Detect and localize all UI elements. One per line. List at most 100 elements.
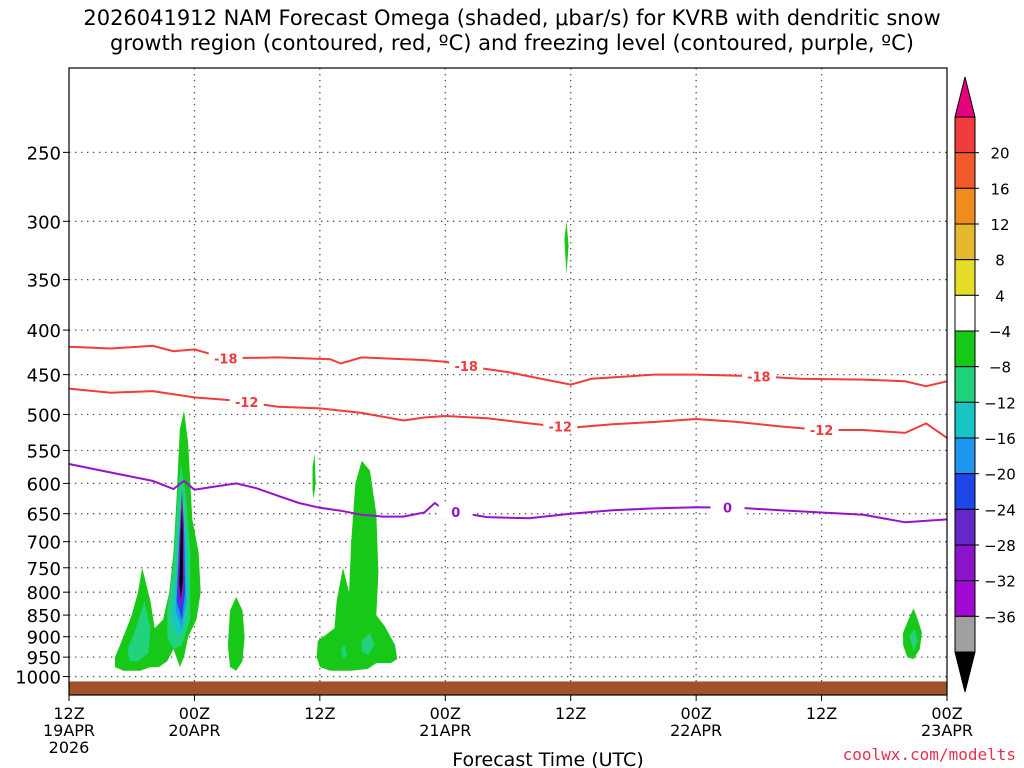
credit-text: coolwx.com/modelts [842,745,1016,764]
colorbar-label: −16 [984,430,1016,448]
colorbar-segment [954,152,976,189]
y-tick-label: 650 [27,505,61,526]
x-tick-label: 21APR [419,721,471,740]
omega-shade-minus8 [127,601,151,662]
colorbar-label: −4 [989,323,1011,341]
x-tick-label: 12Z [304,704,335,723]
omega-shade-minus4 [564,221,569,275]
contour-label: -12 [235,396,259,411]
contour-label: -18 [214,352,238,367]
contour-label-bg [741,368,776,384]
contour-label: -18 [747,370,771,385]
colorbar-label: −28 [984,537,1016,555]
colorbar-label: −24 [984,501,1016,519]
contour-label-bg [208,350,243,366]
x-tick-label: 12Z [555,704,586,723]
y-tick-label: 850 [27,606,61,627]
colorbar-segment [954,437,976,475]
y-tick-label: 800 [27,583,61,604]
omega-shade-minus4 [316,460,398,671]
colorbar-label: −32 [984,573,1016,591]
contour-label-bg [438,504,473,520]
colorbar-label: 16 [990,180,1009,198]
contour-minus18: -18 -18 -18 [68,344,948,388]
y-tick-label: 600 [27,474,61,495]
y-tick-label: 300 [27,212,61,233]
y-tick-label: 350 [27,271,61,292]
x-tick-label: 2026 [49,738,90,757]
colorbar-segment [954,544,976,582]
contour-label-bg [229,394,264,410]
chart-title-line2: growth region (contoured, red, ºC) and f… [110,31,914,55]
terrain-band [69,681,947,695]
omega-shade-minus8 [361,632,375,656]
colorbar-segment [954,187,976,225]
x-tick-label: 00Z [931,704,962,723]
y-tick-label: 700 [27,533,61,554]
plot-frame [68,67,948,696]
colorbar-label: −36 [984,608,1016,626]
colorbar-segment [954,580,976,617]
grid-lines [69,68,947,695]
colorbar-segment [954,116,976,154]
colorbar-segment [954,401,976,439]
contour-label-bg [804,422,839,438]
contour-label: 0 [451,506,460,521]
y-tick-label: 750 [27,559,61,580]
contour-label-bg [710,499,745,515]
colorbar-label: 4 [995,287,1005,305]
contour-label: 0 [723,502,732,517]
y-axis-labels: 2503003504004505005506006507007508008509… [15,143,69,689]
contour-label-bg [543,418,578,434]
y-tick-label: 500 [27,405,61,426]
plot-area [69,68,947,695]
colorbar-segment [954,330,976,368]
y-tick-label: 550 [27,442,61,463]
omega-shade-minus8 [340,645,347,660]
y-tick-label: 400 [27,321,61,342]
x-tick-label: 12Z [53,704,84,723]
x-axis-title: Forecast Time (UTC) [452,749,643,768]
colorbar-bottom-arrow [954,651,976,693]
colorbar-label: −20 [984,466,1016,484]
x-tick-label: 00Z [680,704,711,723]
colorbar-segment [954,473,976,510]
colorbar-segment [954,366,976,403]
omega-shading [115,221,922,671]
colorbar-label: 12 [990,216,1009,234]
x-tick-label: 00Z [430,704,461,723]
omega-shade-minus36 [179,507,183,600]
colorbar-label: 20 [990,145,1009,163]
y-tick-label: 250 [27,143,61,164]
contour-label: -12 [810,424,834,439]
y-tick-label: 950 [27,648,61,669]
y-tick-label: 900 [27,628,61,649]
x-tick-label: 00Z [179,704,210,723]
y-tick-label: 450 [27,366,61,387]
colorbar-segment [954,259,976,296]
omega-shade-minus4 [227,596,245,671]
colorbar-label: −12 [984,394,1016,412]
chart-title-line1: 2026041912 NAM Forecast Omega (shaded, μ… [83,6,941,30]
contour-label-bg [449,358,484,374]
y-tick-label: 1000 [15,668,61,689]
x-tick-label: 23APR [921,721,973,740]
colorbar-segment [954,508,976,546]
colorbar-segment [954,223,976,261]
colorbar: 20 16 12 8 4 −4 −8 −12 −16 −20 −24 −28 −32 −36 [954,76,1016,693]
contour-minus12: -12 -12 -12 [68,387,948,439]
colorbar-segment [954,615,976,653]
colorbar-segment [954,294,976,332]
x-tick-label: 12Z [806,704,837,723]
omega-shade-minus4 [312,453,316,499]
colorbar-label: 8 [995,252,1005,270]
contour-label: -12 [549,421,573,436]
colorbar-top-arrow [954,76,976,118]
contour-label: -18 [454,360,478,375]
omega-shade-minus8 [909,628,918,652]
x-tick-label: 22APR [670,721,722,740]
colorbar-label: −8 [989,359,1011,377]
